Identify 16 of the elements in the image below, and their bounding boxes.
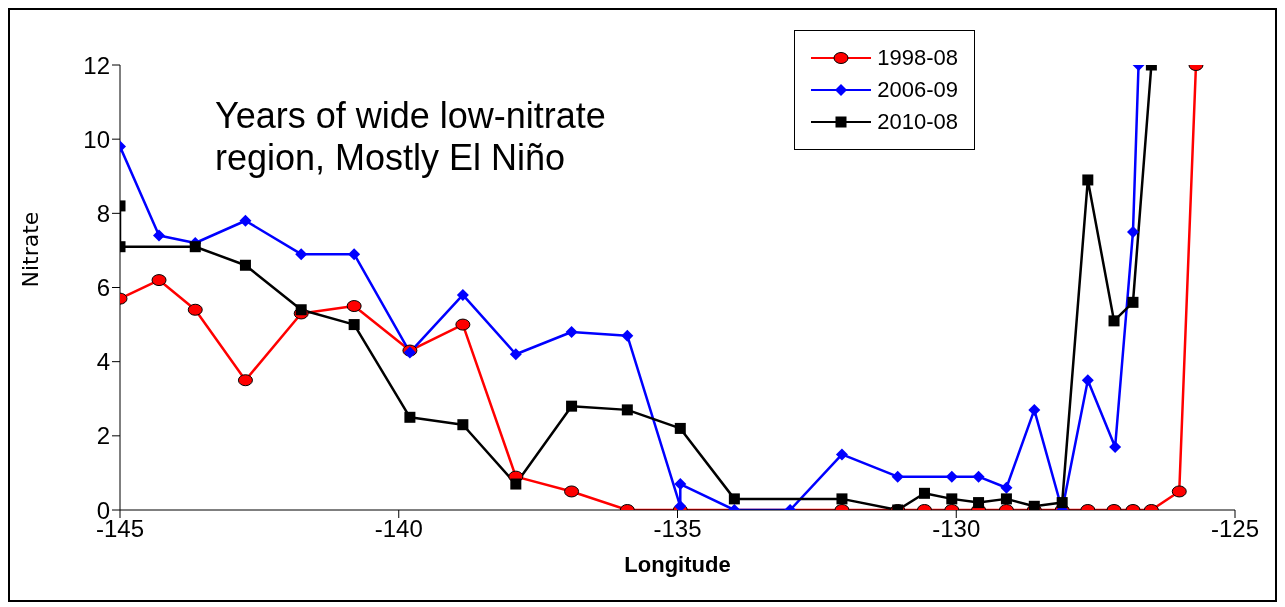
x-tick-label: -135 <box>653 515 702 543</box>
annotation: Years of wide low-nitrate region, Mostly El Niño <box>215 95 607 179</box>
x-tick-label: -130 <box>932 515 981 543</box>
y-tick-label: 4 <box>96 348 110 376</box>
legend-label: 2010-08 <box>877 109 958 135</box>
x-tick-label: -125 <box>1210 515 1260 543</box>
y-tick-label: 2 <box>96 422 110 450</box>
legend-label: 2006-09 <box>877 77 958 103</box>
y-tick-label: 12 <box>83 51 110 79</box>
y-axis-title: Nitrate <box>17 211 43 288</box>
y-tick-label: 10 <box>83 125 110 153</box>
legend-label: 1998-08 <box>877 45 958 71</box>
x-axis-title: Longitude <box>624 552 731 577</box>
y-tick-label: 8 <box>96 199 110 227</box>
y-tick-label: 6 <box>96 274 110 302</box>
x-tick-label: -140 <box>374 515 423 543</box>
